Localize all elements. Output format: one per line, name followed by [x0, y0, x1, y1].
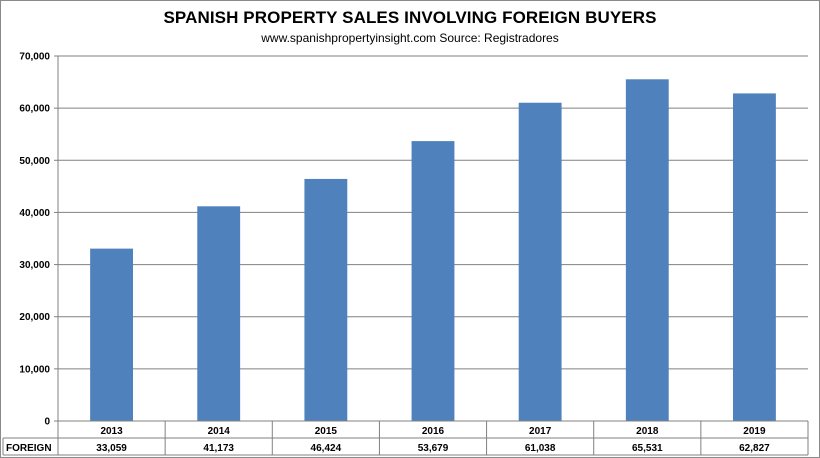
x-tick-label: 2015	[315, 426, 338, 437]
bar	[90, 248, 133, 421]
bar	[518, 102, 562, 421]
data-label: 41,173	[203, 443, 234, 454]
series-name: FOREIGN	[6, 443, 52, 454]
y-tick-label: 50,000	[19, 156, 50, 167]
y-tick-label: 40,000	[19, 208, 50, 219]
bar	[733, 93, 776, 421]
y-tick-label: 10,000	[19, 364, 50, 375]
bar	[625, 79, 669, 421]
y-tick-label: 70,000	[19, 52, 50, 63]
data-label: 62,827	[739, 443, 770, 454]
chart-subtitle: www.spanishpropertyinsight.com Source: R…	[261, 31, 559, 45]
y-tick-label: 60,000	[19, 104, 50, 115]
y-tick-label: 20,000	[19, 312, 50, 323]
x-tick-label: 2016	[422, 426, 445, 437]
bar	[197, 206, 241, 421]
data-label: 53,679	[418, 443, 449, 454]
x-tick-label: 2014	[208, 426, 231, 437]
data-label: 33,059	[96, 443, 127, 454]
bar	[304, 178, 348, 421]
x-tick-label: 2017	[529, 426, 552, 437]
chart-title: SPANISH PROPERTY SALES INVOLVING FOREIGN…	[163, 8, 657, 27]
bar	[411, 141, 455, 421]
y-tick-label: 30,000	[19, 260, 50, 271]
x-tick-label: 2013	[100, 426, 123, 437]
data-label: 46,424	[311, 443, 342, 454]
x-tick-label: 2019	[743, 426, 766, 437]
y-tick-label: 0	[44, 417, 50, 428]
data-label: 65,531	[632, 443, 663, 454]
data-label: 61,038	[525, 443, 556, 454]
x-tick-label: 2018	[636, 426, 659, 437]
